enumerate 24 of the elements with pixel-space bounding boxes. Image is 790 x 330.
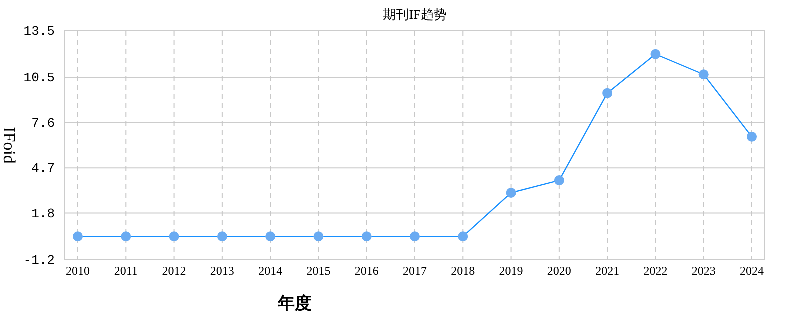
- x-tick-label: 2018: [451, 264, 476, 278]
- x-tick-label: 2016: [354, 264, 379, 278]
- x-tick-label: 2020: [547, 264, 572, 278]
- y-tick-label: 1.8: [32, 206, 55, 222]
- x-tick-label: 2022: [644, 264, 668, 278]
- y-tick-label: 13.5: [24, 24, 55, 39]
- y-axis-title: IFoid: [0, 127, 19, 164]
- x-tick-label: 2014: [258, 264, 283, 278]
- y-tick-label: -1.2: [24, 253, 55, 268]
- y-tick-label: 7.6: [32, 116, 55, 131]
- x-tick-label: 2024: [740, 264, 764, 278]
- x-tick-label: 2010: [66, 264, 90, 278]
- x-tick-label: 2013: [210, 264, 234, 278]
- x-tick-label: 2012: [162, 264, 186, 278]
- x-tick-label: 2019: [499, 264, 524, 278]
- x-tick-label: 2021: [596, 264, 620, 278]
- chart-title: 期刊IF趋势: [383, 7, 447, 22]
- y-tick-label: 10.5: [24, 70, 55, 86]
- x-tick-label: 2017: [403, 264, 427, 278]
- x-tick-label: 2011: [114, 264, 138, 278]
- x-tick-label: 2023: [692, 264, 716, 278]
- y-tick-label: 4.7: [32, 161, 55, 176]
- x-axis-title: 年度: [277, 294, 312, 313]
- x-tick-label: 2015: [306, 264, 331, 278]
